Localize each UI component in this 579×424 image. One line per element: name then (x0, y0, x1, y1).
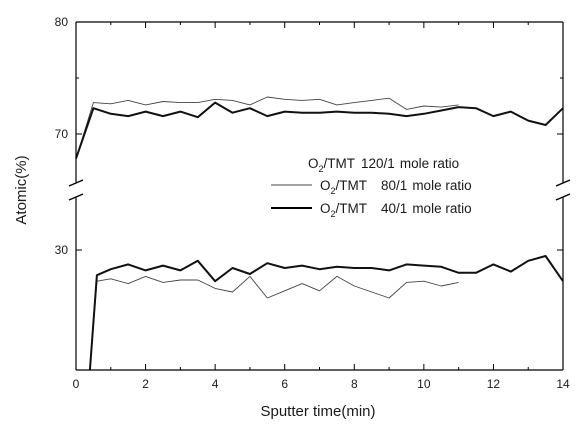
y-tick-label: 30 (55, 243, 69, 257)
x-tick-label: 2 (142, 377, 149, 391)
tick-labels: 0 2 4 6 8 10 12 14 80 70 30 (55, 15, 570, 391)
series-line-3 (89, 275, 459, 371)
y-tick-label: 80 (55, 15, 69, 29)
legend-formula-rest: /TMT (336, 178, 368, 193)
x-tick-label: 4 (212, 377, 219, 391)
series-line-4 (88, 255, 564, 371)
x-tick-label: 14 (556, 377, 570, 391)
legend-formula-main: O (320, 178, 331, 193)
legend-ratio: 120/1 (361, 156, 395, 171)
right-axis-break-mark-1 (555, 179, 571, 187)
x-tick-label: 0 (73, 377, 80, 391)
x-axis-label: Sputter time(min) (260, 403, 375, 420)
y-tick-label: 70 (55, 127, 69, 141)
legend-label-1: O2/TMT 120/1 mole ratio (308, 156, 459, 174)
y-axis-label: Atomic(%) (13, 155, 30, 224)
legend-formula-sub: 2 (331, 209, 336, 219)
tick-marks (75, 21, 564, 370)
legend-suffix: mole ratio (400, 156, 459, 171)
legend-formula-sub: 2 (331, 186, 336, 196)
legend-suffix: mole ratio (412, 178, 471, 193)
right-axis-break-mark-2 (555, 193, 571, 201)
legend-formula-main: O (320, 201, 331, 216)
left-axis-break-mark-1 (68, 179, 84, 187)
legend-ratio: 80/1 (381, 178, 407, 193)
series-line-1 (75, 96, 459, 159)
x-tick-label: 8 (351, 377, 358, 391)
x-tick-label: 10 (417, 377, 431, 391)
series-layer (75, 96, 564, 371)
axes-frame (68, 21, 571, 371)
x-tick-label: 6 (281, 377, 288, 391)
left-axis-break-mark-2 (68, 193, 84, 201)
legend-suffix: mole ratio (412, 201, 471, 216)
series-line-2 (75, 101, 564, 159)
legend-ratio: 40/1 (381, 201, 407, 216)
legend-formula-rest: /TMT (336, 201, 368, 216)
legend-formula-sub: 2 (319, 164, 324, 174)
legend-formula-rest: /TMT (324, 156, 356, 171)
legend-formula-main: O (308, 156, 319, 171)
legend-label-3: O2/TMT 40/1 mole ratio (320, 201, 472, 219)
legend-label-2: O2/TMT 80/1 mole ratio (320, 178, 472, 196)
x-tick-label: 12 (487, 377, 501, 391)
